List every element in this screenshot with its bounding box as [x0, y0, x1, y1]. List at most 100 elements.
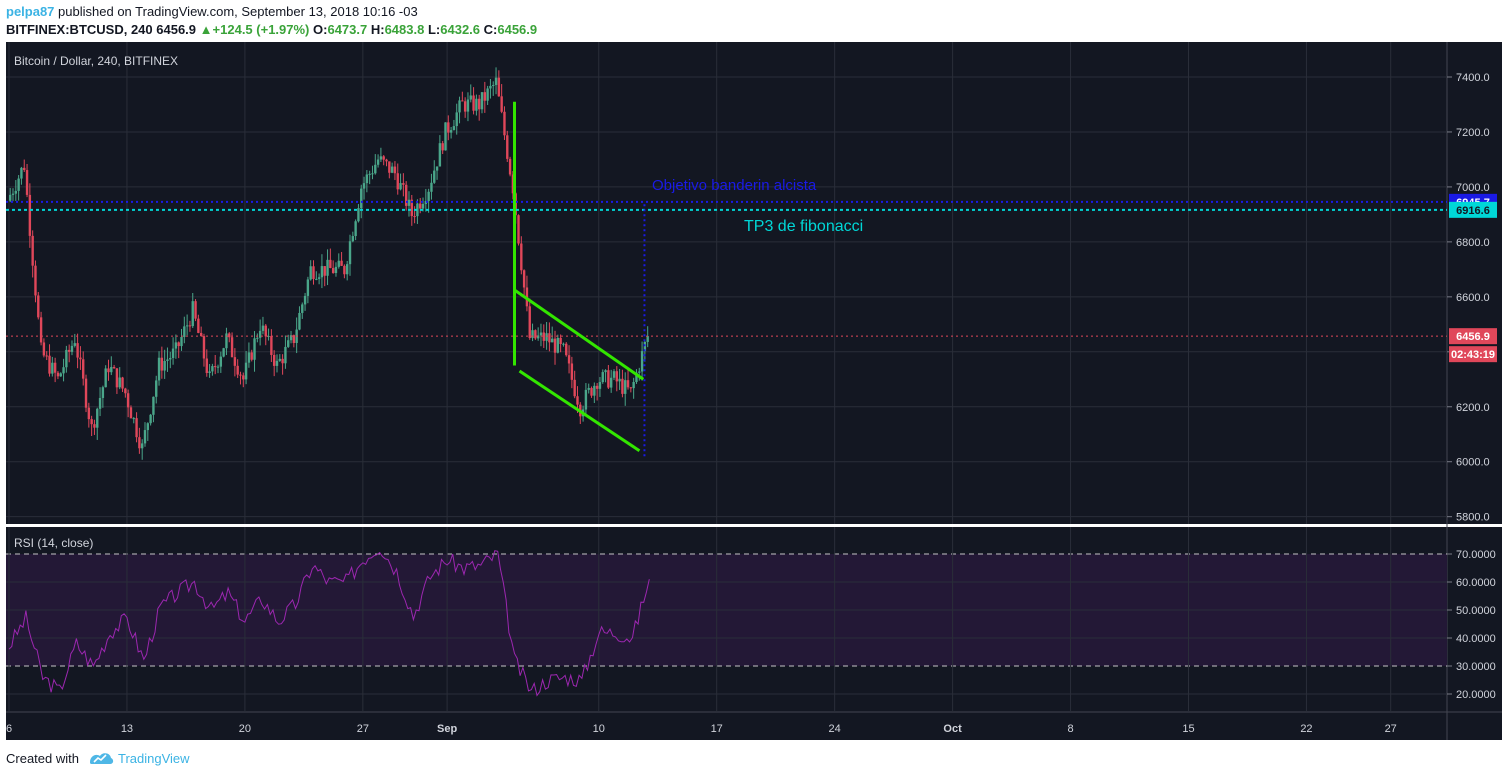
- candle: [216, 366, 220, 368]
- candle: [53, 362, 57, 373]
- candle: [539, 332, 543, 336]
- candle: [494, 77, 498, 85]
- candle: [211, 366, 214, 372]
- price-pane-title: Bitcoin / Dollar, 240, BITFINEX: [14, 54, 178, 68]
- candle: [320, 266, 324, 278]
- author-name[interactable]: pelpa87: [6, 4, 55, 19]
- candle: [503, 111, 506, 136]
- rsi-tick-label: 70.0000: [1456, 549, 1496, 561]
- countdown-box: [1449, 346, 1497, 363]
- time-tick-label: 6: [6, 723, 12, 735]
- candle: [214, 366, 217, 368]
- candle: [618, 378, 621, 382]
- candle: [404, 184, 408, 206]
- candle: [587, 387, 590, 390]
- candle: [382, 156, 385, 160]
- candle: [11, 193, 15, 195]
- candle: [267, 336, 270, 338]
- candle: [292, 335, 296, 343]
- time-tick-label: Sep: [437, 723, 457, 735]
- candle: [163, 360, 166, 371]
- candle: [635, 372, 638, 383]
- price-tick-label: 7400.0: [1456, 72, 1490, 84]
- candle: [298, 312, 301, 330]
- candle: [87, 407, 91, 420]
- candle: [455, 112, 458, 127]
- candle: [70, 345, 74, 352]
- rsi-tick-label: 60.0000: [1456, 577, 1496, 589]
- candle: [104, 368, 107, 388]
- countdown-label: 02:43:19: [1451, 349, 1495, 361]
- ohlc-bar: BITFINEX:BTCUSD, 240 6456.9 ▲+124.5 (+1.…: [6, 22, 537, 37]
- price-tick-label: 6600.0: [1456, 292, 1490, 304]
- candle: [188, 325, 192, 327]
- publish-info: pelpa87 published on TradingView.com, Se…: [6, 4, 418, 19]
- candle: [101, 387, 105, 398]
- candle: [289, 335, 293, 341]
- candle: [593, 385, 596, 396]
- candle: [393, 166, 397, 174]
- candle: [609, 377, 613, 388]
- candle: [261, 325, 265, 331]
- candle: [536, 335, 540, 339]
- open-value: 6473.7: [327, 22, 368, 37]
- tradingview-link[interactable]: TradingView: [118, 751, 190, 766]
- candle: [272, 354, 276, 366]
- candle: [20, 167, 23, 179]
- candle: [110, 367, 113, 373]
- price-axis-label-box: [1449, 201, 1497, 218]
- candle: [45, 355, 48, 357]
- candle: [427, 191, 430, 202]
- candle: [51, 362, 54, 374]
- candle: [388, 161, 391, 173]
- candle: [183, 326, 186, 338]
- time-tick-label: 20: [239, 723, 251, 735]
- price-tick-label: 6200.0: [1456, 402, 1490, 414]
- candle: [607, 370, 610, 388]
- candle: [180, 337, 183, 347]
- candle: [287, 340, 290, 347]
- candle: [28, 194, 32, 236]
- price-tick-label: 7000.0: [1456, 182, 1490, 194]
- candle: [590, 387, 593, 396]
- candle: [595, 385, 599, 389]
- candle: [208, 371, 211, 373]
- candle: [96, 408, 99, 428]
- candle: [354, 221, 357, 237]
- candle: [284, 346, 287, 364]
- time-tick-label: 27: [1385, 723, 1397, 735]
- candle: [129, 407, 133, 419]
- candle: [346, 264, 349, 275]
- candle: [567, 355, 571, 364]
- rsi-tick-label: 50.0000: [1456, 605, 1496, 617]
- candle: [278, 358, 281, 361]
- candle: [435, 166, 439, 171]
- candle: [545, 333, 548, 341]
- candle: [233, 357, 237, 366]
- time-tick-label: 8: [1067, 723, 1073, 735]
- candle: [421, 203, 425, 209]
- candle: [556, 337, 560, 353]
- candle: [93, 424, 96, 428]
- time-tick-label: 22: [1300, 723, 1312, 735]
- candle: [228, 333, 231, 338]
- created-with-label: Created with: [6, 751, 79, 766]
- candle: [222, 348, 225, 357]
- rsi-line: [8, 550, 650, 697]
- candle: [337, 260, 340, 267]
- candle: [368, 173, 371, 175]
- candle: [534, 330, 537, 339]
- candle: [551, 338, 554, 343]
- candle: [500, 96, 503, 112]
- time-tick-label: 10: [593, 723, 605, 735]
- candle: [197, 318, 200, 333]
- time-tick-label: 15: [1182, 723, 1194, 735]
- candle: [107, 368, 110, 373]
- price-chart[interactable]: 7400.07200.07000.06800.06600.06400.06200…: [0, 0, 1508, 740]
- candle: [385, 159, 388, 162]
- candle: [573, 379, 576, 397]
- price-tick-label: 6800.0: [1456, 237, 1490, 249]
- candle: [517, 215, 520, 244]
- rsi-tick-label: 20.0000: [1456, 689, 1496, 701]
- candle: [444, 122, 447, 151]
